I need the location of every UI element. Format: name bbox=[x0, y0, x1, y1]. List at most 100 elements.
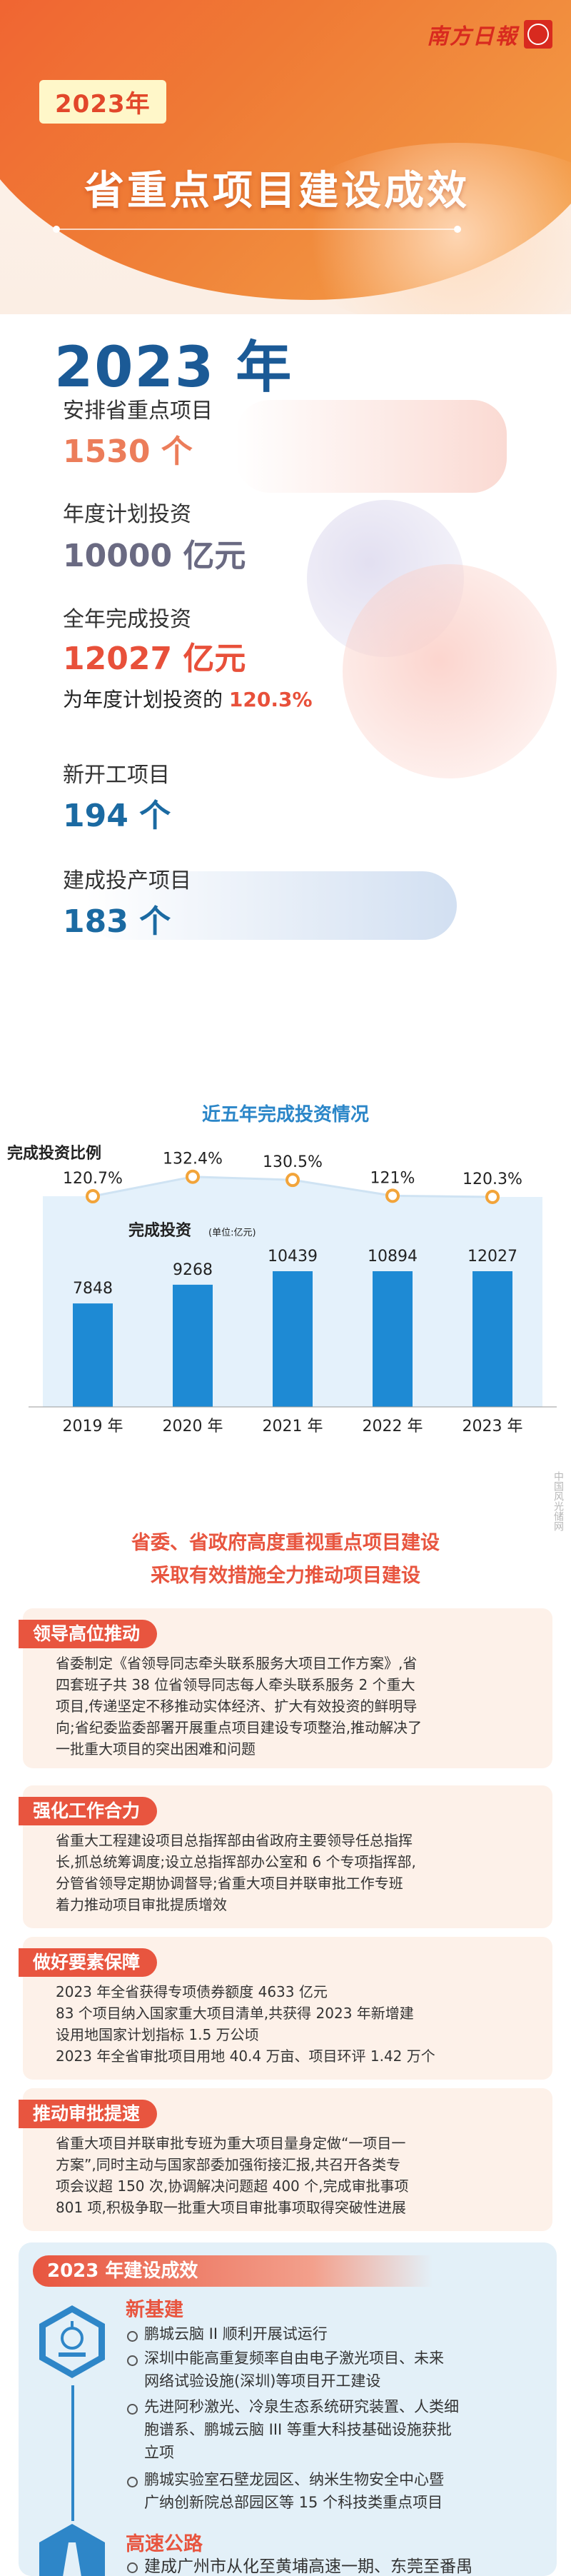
section-body: 2023 年全省获得专项债券额度 4633 亿元 83 个项目纳入国家重大项目清… bbox=[56, 1981, 531, 2067]
section-tag: 强化工作合力 bbox=[19, 1797, 158, 1825]
result-line: 广纳创新院总部园区等 15 个科技类重点项目 bbox=[144, 2494, 443, 2511]
category-new-infrastructure: 新基建 bbox=[126, 2299, 183, 2321]
section-line: 分管省领导定期协调督导;省重大项目并联审批工作专班 bbox=[56, 1875, 403, 1892]
built-projects-label: 建成投产项目 bbox=[63, 868, 191, 893]
bar-value-label: 7848 bbox=[73, 1280, 113, 1298]
result-line: 网络试验设施(深圳)等项目开工建设 bbox=[144, 2372, 381, 2390]
page-title: 省重点项目建设成效 bbox=[84, 168, 470, 214]
section-line: 方案”,同时主动与国家部委加强衔接汇报,共召开各类专 bbox=[56, 2156, 401, 2173]
bar-value-label: 10894 bbox=[368, 1248, 418, 1266]
completed-investment-label: 全年完成投资 bbox=[63, 607, 191, 632]
section-tag: 领导高位推动 bbox=[19, 1620, 158, 1648]
investment-bar bbox=[273, 1271, 313, 1407]
section-line: 项会议超 150 次,协调解决问题超 400 个,完成审批事项 bbox=[56, 2177, 409, 2195]
result-line: 立项 bbox=[144, 2444, 174, 2461]
category-highway: 高速公路 bbox=[126, 2533, 203, 2555]
investment-bar bbox=[73, 1303, 113, 1407]
section-line: 2023 年全省审批项目用地 40.4 万亩、项目环评 1.42 万个 bbox=[56, 2048, 435, 2065]
bar-value-label: 10439 bbox=[268, 1248, 318, 1266]
section-line: 长,抓总统筹调度;设立总指挥部办公室和 6 个专项指挥部, bbox=[56, 1853, 416, 1870]
section-body: 省重大工程建设项目总指挥部由省政府主要领导任总指挥 长,抓总统筹调度;设立总指挥… bbox=[56, 1830, 531, 1915]
ratio-value-label: 132.4% bbox=[163, 1151, 223, 1168]
section-approval: 推动审批提速省重大项目并联审批专班为重大项目量身定做“一项目一 方案”,同时主动与… bbox=[19, 2088, 552, 2231]
projects-label: 安排省重点项目 bbox=[63, 399, 213, 424]
result-line: 先进阿秒激光、冷泉生态系统研究装置、人类细 bbox=[144, 2398, 459, 2415]
result-item: 深圳中能高重复频率自由电子激光项目、未来 网络试验设施(深圳)等项目开工建设 bbox=[126, 2347, 557, 2392]
plan-ratio-note: 为年度计划投资的 120.3% bbox=[63, 684, 313, 713]
new-projects-label: 新开工项目 bbox=[63, 763, 170, 788]
year-badge: 2023年 bbox=[39, 80, 166, 124]
section-line: 省重大项目并联审批专班为重大项目量身定做“一项目一 bbox=[56, 2135, 406, 2152]
plan-investment-value: 10000 亿元 bbox=[63, 538, 246, 574]
title-underline bbox=[53, 226, 461, 233]
stat-deco-bar-2 bbox=[86, 871, 457, 940]
masthead-logo: 南方日報 bbox=[427, 19, 552, 50]
stat-deco-circle-2 bbox=[343, 564, 557, 778]
header-banner: 南方日報 2023年 省重点项目建设成效 bbox=[0, 0, 571, 314]
ratio-point bbox=[286, 1173, 300, 1188]
watermark: 中国风光储网 bbox=[552, 1471, 564, 1531]
stats-panel: 2023 年 安排省重点项目 1530 个 年度计划投资 10000 亿元 全年… bbox=[0, 314, 571, 1093]
measures-heading-1: 省委、省政府高度重视重点项目建设 bbox=[131, 1532, 440, 1554]
results-tag: 2023 年建设成效 bbox=[33, 2255, 433, 2287]
result-item: 建成广州市从化至黄埔高速一期、东莞至番禺 bbox=[126, 2554, 557, 2576]
section-line: 四套班子共 38 位省领导同志每人牵头联系服务 2 个重大 bbox=[56, 1676, 415, 1693]
plan-ratio-value: 120.3% bbox=[228, 688, 313, 711]
results-connector bbox=[71, 2385, 74, 2521]
measures-heading-2: 采取有效措施全力推动项目建设 bbox=[151, 1565, 420, 1587]
result-item: 鹏城云脑 II 顺利开展试运行 bbox=[126, 2322, 557, 2345]
investment-bar bbox=[173, 1284, 213, 1407]
result-line: 深圳中能高重复频率自由电子激光项目、未来 bbox=[144, 2350, 444, 2367]
section-body: 省委制定《省领导同志牵头联系服务大项目工作方案》,省 四套班子共 38 位省领导… bbox=[56, 1653, 531, 1760]
masthead-seal-icon bbox=[524, 20, 552, 49]
investment-bar bbox=[473, 1271, 512, 1407]
investment-bar bbox=[373, 1271, 413, 1407]
ratio-point bbox=[86, 1189, 100, 1204]
x-tick-label: 2019 年 bbox=[63, 1418, 123, 1435]
section-line: 801 项,积极争取一批重大项目审批事项取得突破性进展 bbox=[56, 2199, 406, 2216]
section-tag: 推动审批提速 bbox=[19, 2100, 158, 2128]
results-panel: 2023 年建设成效 新基建 鹏城云脑 II 顺利开展试运行 深圳中能高重复频率… bbox=[19, 2242, 557, 2576]
ratio-value-label: 120.3% bbox=[463, 1171, 522, 1188]
section-line: 向;省纪委监委部署开展重点项目建设专项整治,推动解决了 bbox=[56, 1719, 423, 1736]
result-line: 胞谱系、鹏城云脑 III 等重大科技基础设施获批 bbox=[144, 2421, 452, 2438]
bar-series-label: 完成投资 bbox=[128, 1221, 191, 1240]
stat-deco-bar-1 bbox=[236, 400, 507, 493]
section-line: 83 个项目纳入国家重大项目清单,共获得 2023 年新增建 bbox=[56, 2005, 414, 2022]
projects-value: 1530 个 bbox=[63, 433, 193, 470]
year-badge-text: 2023年 bbox=[55, 90, 151, 119]
result-line: 鹏城实验室石壁龙园区、纳米生物安全中心暨 bbox=[144, 2471, 444, 2488]
bar-value-label: 12027 bbox=[468, 1248, 517, 1266]
ratio-point bbox=[385, 1188, 400, 1203]
section-line: 省委制定《省领导同志牵头联系服务大项目工作方案》,省 bbox=[56, 1655, 418, 1672]
section-resources: 做好要素保障 2023 年全省获得专项债券额度 4633 亿元 83 个项目纳入… bbox=[19, 1937, 552, 2080]
result-item: 先进阿秒激光、冷泉生态系统研究装置、人类细 胞谱系、鹏城云脑 III 等重大科技基… bbox=[126, 2395, 557, 2464]
section-body: 省重大项目并联审批专班为重大项目量身定做“一项目一 方案”,同时主动与国家部委加强… bbox=[56, 2133, 531, 2218]
ratio-series-label: 完成投资比例 bbox=[7, 1144, 101, 1163]
ratio-value-label: 130.5% bbox=[263, 1153, 323, 1171]
ratio-point bbox=[186, 1169, 200, 1184]
investment-chart: 近五年完成投资情况 完成投资比例 完成投资 (单位:亿元) 7848 2019 年 120… bbox=[0, 1100, 571, 1500]
section-line: 一批重大项目的突出困难和问题 bbox=[56, 1740, 256, 1758]
bar-series-unit: (单位:亿元) bbox=[208, 1228, 256, 1238]
section-line: 项目,传递坚定不移推动实体经济、扩大有效投资的鲜明导 bbox=[56, 1698, 418, 1715]
built-projects-value: 183 个 bbox=[63, 903, 171, 940]
section-tag: 做好要素保障 bbox=[19, 1948, 158, 1977]
ratio-value-label: 121% bbox=[370, 1169, 415, 1187]
x-tick-label: 2021 年 bbox=[263, 1418, 323, 1435]
ratio-point bbox=[485, 1189, 500, 1204]
result-line: 鹏城云脑 II 顺利开展试运行 bbox=[144, 2325, 328, 2342]
section-line: 省重大工程建设项目总指挥部由省政府主要领导任总指挥 bbox=[56, 1832, 413, 1849]
completed-investment-value: 12027 亿元 bbox=[63, 641, 246, 677]
result-item: 鹏城实验室石壁龙园区、纳米生物安全中心暨 广纳创新院总部园区等 15 个科技类重点… bbox=[126, 2468, 557, 2514]
stats-year: 2023 年 bbox=[54, 336, 293, 400]
masthead-text: 南方日報 bbox=[427, 24, 518, 49]
section-line: 2023 年全省获得专项债券额度 4633 亿元 bbox=[56, 1983, 328, 2000]
section-line: 设用地国家计划指标 1.5 万公顷 bbox=[56, 2026, 259, 2043]
bar-value-label: 9268 bbox=[173, 1261, 213, 1279]
plan-ratio-prefix: 为年度计划投资的 bbox=[63, 688, 223, 711]
new-infrastructure-icon bbox=[39, 2305, 105, 2378]
x-tick-label: 2023 年 bbox=[463, 1418, 523, 1435]
